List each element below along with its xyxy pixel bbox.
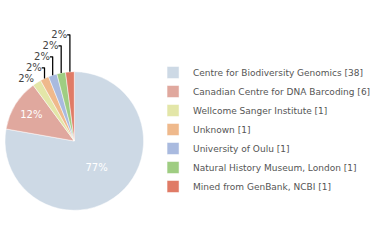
svg-text:2%: 2% (51, 29, 67, 40)
svg-text:Canadian Centre for DNA Barcod: Canadian Centre for DNA Barcoding [6] (193, 87, 370, 97)
svg-text:Natural History Museum, London: Natural History Museum, London [1] (193, 163, 356, 173)
svg-text:12%: 12% (20, 109, 42, 120)
svg-text:Mined from GenBank, NCBI [1]: Mined from GenBank, NCBI [1] (193, 182, 331, 192)
svg-text:2%: 2% (34, 51, 50, 62)
svg-text:77%: 77% (85, 162, 107, 173)
svg-text:Centre for Biodiversity Genomi: Centre for Biodiversity Genomics [38] (193, 68, 363, 78)
svg-text:Wellcome Sanger Institute [1]: Wellcome Sanger Institute [1] (193, 106, 327, 116)
svg-text:2%: 2% (26, 62, 42, 73)
svg-text:2%: 2% (18, 73, 34, 84)
svg-text:2%: 2% (43, 40, 59, 51)
svg-text:Unknown [1]: Unknown [1] (193, 125, 250, 135)
svg-text:University of Oulu [1]: University of Oulu [1] (193, 144, 289, 154)
